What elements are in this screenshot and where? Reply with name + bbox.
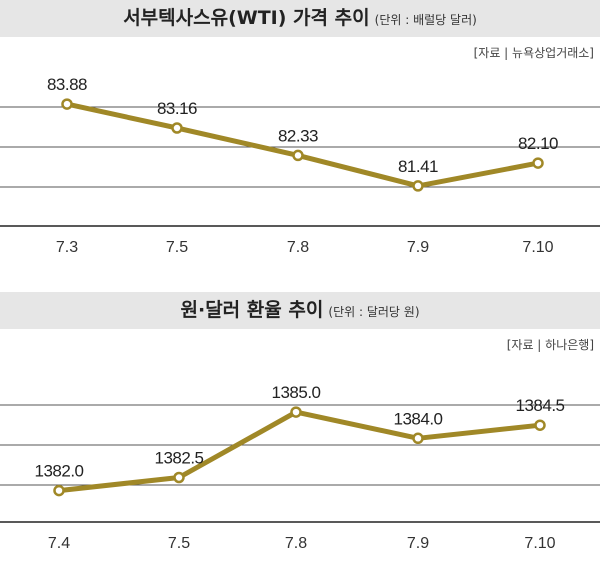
wti-data-point [61, 98, 73, 110]
wti-data-point [292, 149, 304, 162]
fx-title-bar: 원·달러 환율 추이 (단위 : 달러당 원) [0, 292, 600, 329]
fx-line-chart: 1382.0 1382.5 1385.0 1384.0 1384.5 7.4 7.5 7.8 7… [0, 383, 600, 552]
wti-chart-title: 서부텍사스유(WTI) 가격 추이 [123, 7, 370, 29]
fx-data-point [412, 432, 424, 445]
fx-data-label: 1382.5 [155, 449, 204, 468]
fx-x-tick-label: 7.8 [285, 535, 307, 552]
fx-x-tick-label: 7.4 [48, 535, 70, 552]
wti-data-point [171, 122, 183, 134]
wti-data-label: 82.33 [278, 126, 318, 145]
fx-chart-panel: 원·달러 환율 추이 (단위 : 달러당 원) [자료 | 하나은행] 1382… [0, 292, 600, 570]
wti-data-label: 83.88 [47, 75, 87, 94]
fx-data-label: 1384.0 [394, 409, 443, 428]
wti-x-tick-label: 7.5 [166, 239, 188, 256]
wti-title-bar: 서부텍사스유(WTI) 가격 추이 (단위 : 배럴당 달러) [0, 0, 600, 37]
wti-data-label: 83.16 [157, 99, 197, 118]
fx-chart-title: 원·달러 환율 추이 [180, 299, 324, 321]
fx-data-label: 1384.5 [516, 396, 565, 415]
wti-data-point [412, 180, 424, 192]
wti-line-chart: 83.88 83.16 82.33 81.41 82.10 7.3 7.5 7.8 7.9 7.1… [0, 75, 600, 256]
fx-data-point [173, 471, 185, 484]
wti-x-tick-label: 7.10 [522, 239, 553, 256]
fx-data-label: 1382.0 [35, 462, 84, 481]
wti-x-tick-label: 7.3 [56, 239, 78, 256]
fx-x-tick-label: 7.9 [407, 535, 429, 552]
fx-data-label: 1385.0 [272, 383, 321, 402]
wti-data-label: 82.10 [518, 134, 558, 153]
fx-x-tick-label: 7.10 [524, 535, 555, 552]
fx-chart-unit: (단위 : 달러당 원) [328, 305, 420, 319]
wti-chart-panel: 서부텍사스유(WTI) 가격 추이 (단위 : 배럴당 달러) [자료 | 뉴욕… [0, 0, 600, 256]
fx-data-point [53, 484, 65, 497]
fx-data-point [534, 419, 546, 431]
fx-source-note: [자료 | 하나은행] [506, 338, 594, 352]
wti-data-label: 81.41 [398, 157, 438, 176]
wti-data-point [532, 157, 544, 169]
wti-source-note: [자료 | 뉴욕상업거래소] [473, 46, 594, 60]
wti-chart-unit: (단위 : 배럴당 달러) [374, 13, 477, 27]
fx-data-point [290, 406, 302, 418]
wti-x-tick-label: 7.8 [287, 239, 309, 256]
fx-x-tick-label: 7.5 [168, 535, 190, 552]
wti-x-tick-label: 7.9 [407, 239, 429, 256]
fx-series-line [56, 409, 543, 494]
